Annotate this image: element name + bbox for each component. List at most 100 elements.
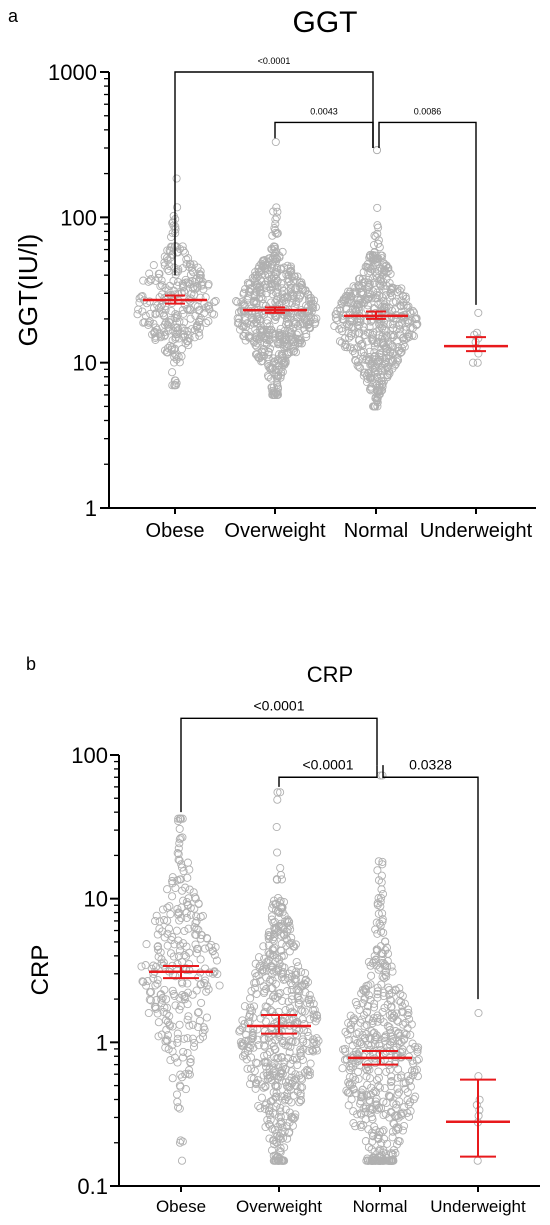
data-point xyxy=(155,269,164,278)
data-point xyxy=(375,919,384,928)
data-point xyxy=(176,941,185,950)
data-point xyxy=(185,1066,194,1075)
data-point xyxy=(330,321,339,331)
data-point xyxy=(474,349,483,358)
data-point xyxy=(169,952,178,961)
data-point xyxy=(192,912,201,921)
data-point xyxy=(373,993,382,1002)
data-point xyxy=(200,309,209,318)
data-point xyxy=(276,788,285,797)
data-point xyxy=(267,298,276,307)
data-point xyxy=(344,298,353,307)
data-point xyxy=(378,889,388,899)
data-point xyxy=(174,816,183,826)
data-point xyxy=(177,1073,187,1082)
y-tick-label: 10 xyxy=(73,351,97,376)
data-point xyxy=(163,1031,172,1040)
data-point xyxy=(246,994,255,1003)
data-point xyxy=(280,1037,289,1046)
data-point xyxy=(289,1009,298,1018)
data-point xyxy=(394,1065,403,1074)
data-point xyxy=(382,972,391,981)
data-point xyxy=(168,1074,177,1083)
data-point xyxy=(188,284,197,293)
data-point xyxy=(276,863,285,873)
data-point xyxy=(260,333,270,342)
data-point xyxy=(255,961,264,970)
data-point xyxy=(407,1066,417,1075)
data-point xyxy=(260,988,269,998)
data-point xyxy=(376,282,385,291)
data-point xyxy=(285,332,294,341)
data-point xyxy=(286,1003,295,1012)
data-point xyxy=(164,343,173,352)
data-point xyxy=(266,1097,275,1106)
data-point xyxy=(184,1069,193,1078)
data-point xyxy=(173,248,182,257)
data-point xyxy=(404,319,413,328)
x-tick-label: Overweight xyxy=(224,520,326,542)
data-point xyxy=(244,294,253,303)
data-point xyxy=(269,967,278,976)
data-point xyxy=(374,909,383,918)
data-point xyxy=(137,292,146,301)
panel-a-label: a xyxy=(8,6,19,26)
data-point xyxy=(160,261,169,270)
data-point xyxy=(210,951,219,960)
data-point xyxy=(362,1007,371,1016)
data-point xyxy=(280,1156,289,1165)
data-point xyxy=(349,1014,358,1023)
data-point xyxy=(182,908,191,917)
data-point xyxy=(331,310,340,319)
data-point xyxy=(259,1009,268,1018)
data-point xyxy=(256,977,265,986)
data-point xyxy=(352,1029,361,1039)
data-point xyxy=(202,933,211,943)
data-point xyxy=(296,1047,305,1056)
data-point xyxy=(152,911,161,920)
data-point xyxy=(237,298,246,307)
data-point xyxy=(172,351,181,360)
data-point xyxy=(389,1099,398,1108)
data-point xyxy=(170,352,179,362)
data-point xyxy=(191,918,200,928)
data-point xyxy=(248,1028,257,1038)
data-point xyxy=(406,1082,415,1091)
data-point xyxy=(164,317,173,327)
data-point xyxy=(288,1077,297,1086)
data-point xyxy=(371,1097,380,1106)
data-point xyxy=(175,1081,184,1090)
data-point xyxy=(161,283,170,292)
data-point xyxy=(364,369,373,378)
data-point xyxy=(273,1122,282,1131)
data-point xyxy=(255,314,264,324)
panel-a-title: GGT xyxy=(293,6,358,39)
data-point xyxy=(392,314,401,323)
data-point xyxy=(372,146,382,155)
data-point xyxy=(276,1117,285,1126)
data-point xyxy=(177,345,186,354)
data-point xyxy=(185,1070,194,1079)
data-point xyxy=(163,903,172,912)
data-point xyxy=(168,1040,177,1049)
data-point xyxy=(142,981,151,990)
data-point xyxy=(338,1064,347,1073)
data-point xyxy=(388,306,397,315)
data-point xyxy=(143,977,152,986)
y-tick-label: 100 xyxy=(60,205,97,230)
data-point xyxy=(402,1030,411,1039)
data-point xyxy=(341,340,350,350)
data-point xyxy=(395,996,404,1005)
data-point xyxy=(345,289,354,298)
data-point xyxy=(165,902,174,911)
data-point xyxy=(244,333,253,342)
data-point xyxy=(145,988,155,997)
data-point xyxy=(373,929,382,938)
data-point xyxy=(183,858,192,867)
data-point xyxy=(357,1092,367,1102)
data-point xyxy=(175,824,184,833)
data-point xyxy=(411,315,420,324)
data-point xyxy=(292,1031,302,1040)
data-point xyxy=(175,835,184,844)
data-point xyxy=(383,363,392,372)
